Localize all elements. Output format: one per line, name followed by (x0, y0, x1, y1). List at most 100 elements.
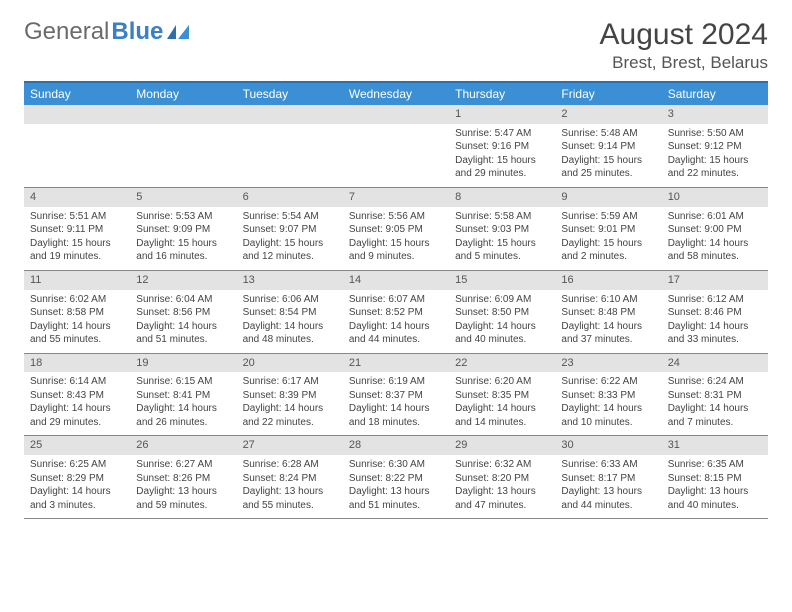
daynum-row: 11121314151617 (24, 270, 768, 289)
calendar-table: Sunday Monday Tuesday Wednesday Thursday… (24, 81, 768, 519)
day-number-cell: 17 (662, 270, 768, 289)
daylight-line: Daylight: 14 hours and 3 minutes. (30, 485, 124, 512)
sunrise-line: Sunrise: 6:02 AM (30, 293, 124, 307)
day-number-cell: 23 (555, 353, 661, 372)
day-number: 28 (349, 439, 361, 451)
daylight-line: Daylight: 14 hours and 22 minutes. (243, 402, 337, 429)
daylight-line: Daylight: 14 hours and 37 minutes. (561, 320, 655, 347)
day-detail-cell: Sunrise: 6:32 AMSunset: 8:20 PMDaylight:… (449, 455, 555, 519)
sunset-value: 8:24 PM (279, 473, 316, 484)
day-number: 1 (455, 108, 461, 120)
daylight-line: Daylight: 13 hours and 47 minutes. (455, 485, 549, 512)
daylight-line: Daylight: 14 hours and 14 minutes. (455, 402, 549, 429)
sunset-value: 9:14 PM (598, 141, 635, 152)
daylight-label: Daylight: (455, 155, 494, 166)
sunset-label: Sunset: (136, 473, 170, 484)
day-detail-cell (130, 124, 236, 188)
sunset-line: Sunset: 8:58 PM (30, 306, 124, 320)
day-number: 10 (668, 191, 680, 203)
day-number-cell: 14 (343, 270, 449, 289)
page-header: GeneralBlue August 2024 Brest, Brest, Be… (24, 18, 768, 73)
daylight-label: Daylight: (455, 403, 494, 414)
sunset-label: Sunset: (668, 473, 702, 484)
sunrise-line: Sunrise: 5:56 AM (349, 210, 443, 224)
day-number: 11 (30, 274, 41, 286)
sunset-line: Sunset: 8:41 PM (136, 389, 230, 403)
sunrise-label: Sunrise: (349, 376, 386, 387)
day-detail-cell: Sunrise: 5:53 AMSunset: 9:09 PMDaylight:… (130, 207, 236, 271)
sunrise-line: Sunrise: 5:50 AM (668, 127, 762, 141)
sunrise-value: 5:59 AM (601, 211, 638, 222)
sunrise-line: Sunrise: 6:28 AM (243, 458, 337, 472)
sunset-label: Sunset: (561, 390, 595, 401)
sunset-value: 9:01 PM (598, 224, 635, 235)
day-number-cell: 29 (449, 436, 555, 455)
daylight-line: Daylight: 14 hours and 40 minutes. (455, 320, 549, 347)
sunset-line: Sunset: 9:00 PM (668, 223, 762, 237)
day-detail-cell: Sunrise: 6:01 AMSunset: 9:00 PMDaylight:… (662, 207, 768, 271)
day-detail-cell: Sunrise: 6:17 AMSunset: 8:39 PMDaylight:… (237, 372, 343, 436)
day-number: 29 (455, 439, 467, 451)
sunrise-value: 5:58 AM (495, 211, 532, 222)
day-number: 14 (349, 274, 361, 286)
day-number: 13 (243, 274, 255, 286)
daylight-line: Daylight: 14 hours and 51 minutes. (136, 320, 230, 347)
sunset-value: 8:29 PM (67, 473, 104, 484)
sunrise-line: Sunrise: 6:01 AM (668, 210, 762, 224)
sunrise-label: Sunrise: (30, 211, 67, 222)
sunrise-label: Sunrise: (243, 294, 280, 305)
day-number: 9 (561, 191, 567, 203)
sunset-line: Sunset: 9:09 PM (136, 223, 230, 237)
daylight-label: Daylight: (136, 238, 175, 249)
logo-sail-icon (167, 25, 189, 39)
day-detail-cell: Sunrise: 6:20 AMSunset: 8:35 PMDaylight:… (449, 372, 555, 436)
sunset-line: Sunset: 9:03 PM (455, 223, 549, 237)
daylight-label: Daylight: (349, 238, 388, 249)
sunrise-line: Sunrise: 6:04 AM (136, 293, 230, 307)
day-number-cell: 19 (130, 353, 236, 372)
daylight-label: Daylight: (668, 155, 707, 166)
day-detail-cell: Sunrise: 5:56 AMSunset: 9:05 PMDaylight:… (343, 207, 449, 271)
daylight-line: Daylight: 13 hours and 59 minutes. (136, 485, 230, 512)
daylight-label: Daylight: (243, 321, 282, 332)
detail-row: Sunrise: 6:14 AMSunset: 8:43 PMDaylight:… (24, 372, 768, 436)
sunrise-label: Sunrise: (30, 294, 67, 305)
daylight-label: Daylight: (455, 238, 494, 249)
sunrise-value: 6:12 AM (707, 294, 744, 305)
daylight-line: Daylight: 15 hours and 19 minutes. (30, 237, 124, 264)
sunrise-line: Sunrise: 6:12 AM (668, 293, 762, 307)
sunrise-line: Sunrise: 6:30 AM (349, 458, 443, 472)
daylight-label: Daylight: (668, 321, 707, 332)
sunset-label: Sunset: (349, 224, 383, 235)
daylight-line: Daylight: 15 hours and 29 minutes. (455, 154, 549, 181)
sunset-value: 8:35 PM (492, 390, 529, 401)
day-detail-cell: Sunrise: 6:06 AMSunset: 8:54 PMDaylight:… (237, 290, 343, 354)
daylight-line: Daylight: 14 hours and 7 minutes. (668, 402, 762, 429)
sunset-line: Sunset: 8:22 PM (349, 472, 443, 486)
sunset-value: 8:33 PM (598, 390, 635, 401)
sunrise-label: Sunrise: (136, 294, 173, 305)
day-number: 12 (136, 274, 148, 286)
day-detail-cell (343, 124, 449, 188)
day-number-cell: 21 (343, 353, 449, 372)
sunrise-line: Sunrise: 6:22 AM (561, 375, 655, 389)
day-detail-cell: Sunrise: 6:09 AMSunset: 8:50 PMDaylight:… (449, 290, 555, 354)
sunset-line: Sunset: 8:33 PM (561, 389, 655, 403)
sunset-label: Sunset: (136, 390, 170, 401)
sunrise-line: Sunrise: 6:24 AM (668, 375, 762, 389)
day-number: 8 (455, 191, 461, 203)
sunrise-value: 6:20 AM (495, 376, 532, 387)
sunrise-line: Sunrise: 6:07 AM (349, 293, 443, 307)
brand-part1: General (24, 18, 109, 46)
sunset-value: 9:00 PM (704, 224, 741, 235)
daylight-line: Daylight: 15 hours and 9 minutes. (349, 237, 443, 264)
sunrise-line: Sunrise: 5:48 AM (561, 127, 655, 141)
daylight-line: Daylight: 14 hours and 58 minutes. (668, 237, 762, 264)
day-number-cell: 27 (237, 436, 343, 455)
sunset-line: Sunset: 8:20 PM (455, 472, 549, 486)
day-number-cell: 24 (662, 353, 768, 372)
day-number: 22 (455, 357, 467, 369)
day-detail-cell (237, 124, 343, 188)
daylight-line: Daylight: 15 hours and 12 minutes. (243, 237, 337, 264)
daylight-line: Daylight: 14 hours and 48 minutes. (243, 320, 337, 347)
